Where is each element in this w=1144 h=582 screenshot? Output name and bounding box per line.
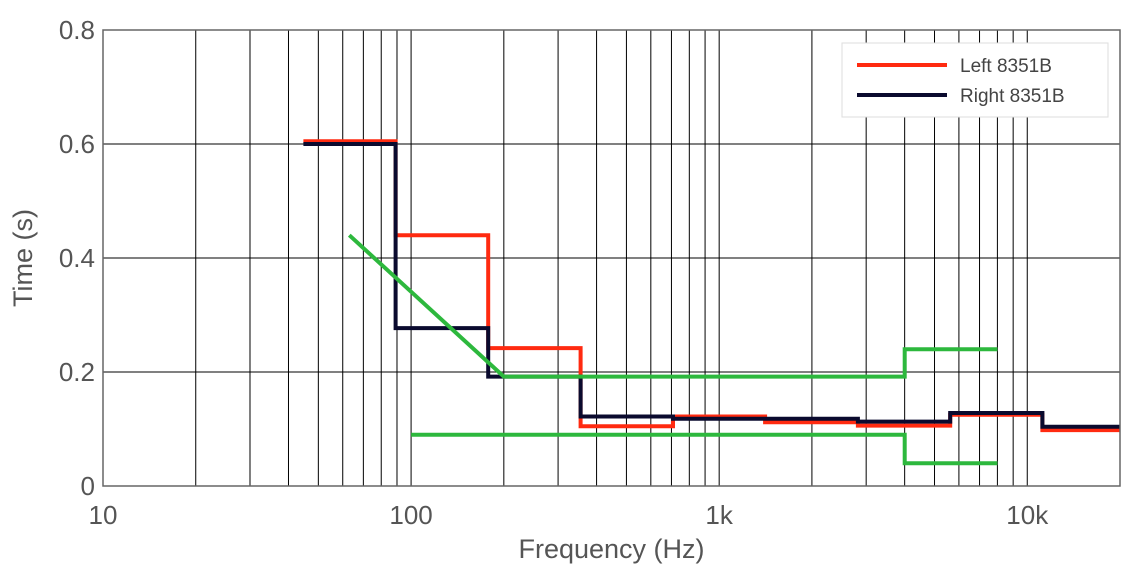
y-tick-label: 0.6 (59, 129, 95, 159)
legend-box (841, 42, 1109, 118)
x-tick-label: 1k (705, 500, 733, 530)
x-tick-label: 10k (1006, 500, 1049, 530)
plot-frame (102, 29, 1121, 487)
series-line-2 (303, 142, 1120, 429)
grid (103, 30, 1120, 486)
series-line-3 (347, 233, 998, 379)
legend-label: Left 8351B (960, 56, 1052, 77)
tick-labels: 10 100 1k 10k 0 0.2 0.4 0.6 0.8 (59, 15, 1049, 530)
series-layer (303, 139, 1120, 466)
x-tick-label: 100 (389, 500, 432, 530)
legend: Left 8351B Right 8351B (841, 42, 1109, 118)
y-tick-label: 0.4 (59, 243, 95, 273)
x-tick-label: 10 (89, 500, 118, 530)
x-axis-label: Frequency (Hz) (518, 534, 704, 564)
y-tick-label: 0.8 (59, 15, 95, 45)
y-tick-label: 0.2 (59, 357, 95, 387)
series-line-4 (411, 432, 998, 466)
y-axis-label: Time (s) (8, 209, 38, 307)
legend-label: Right 8351B (960, 86, 1065, 107)
y-tick-label: 0 (81, 471, 95, 501)
